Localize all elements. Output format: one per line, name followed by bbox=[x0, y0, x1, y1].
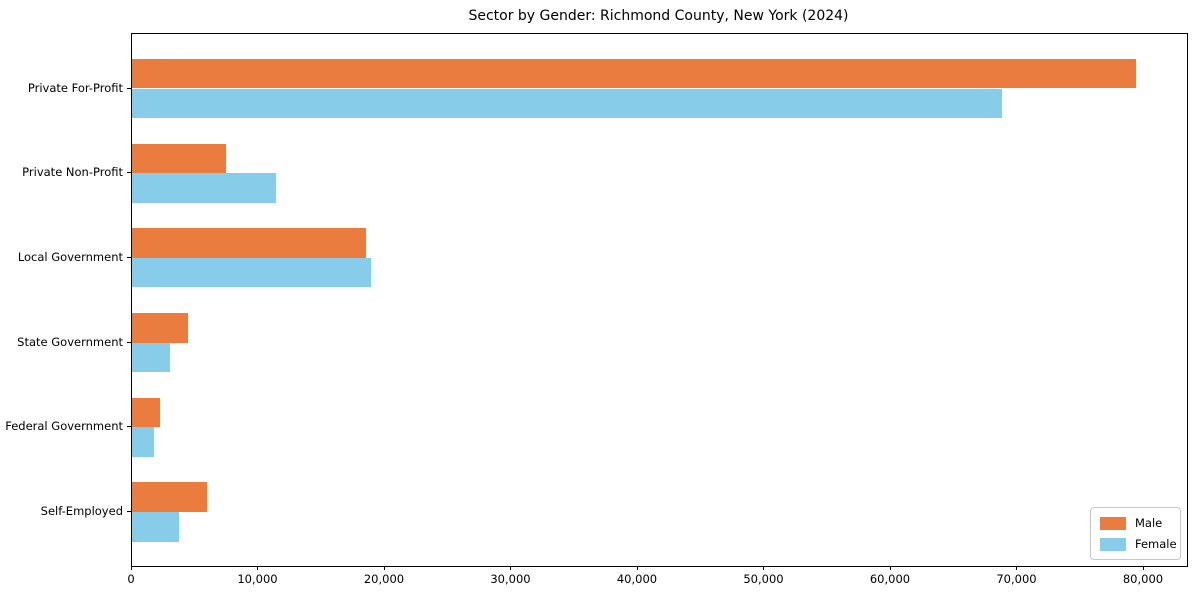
bar-female-local-government bbox=[132, 257, 372, 288]
x-tick-60000 bbox=[889, 566, 891, 570]
bar-male-private-non-profit bbox=[132, 143, 226, 174]
x-tick-label-60000: 60,000 bbox=[869, 572, 911, 586]
bar-female-private-for-profit bbox=[132, 88, 1003, 119]
x-tick-label-10000: 10,000 bbox=[237, 572, 278, 586]
y-axis-label-private-for-profit: Private For-Profit bbox=[27, 80, 123, 95]
plot-area bbox=[131, 33, 1188, 567]
legend-item-male: Male bbox=[1100, 515, 1171, 531]
x-tick-label-50000: 50,000 bbox=[743, 572, 784, 586]
legend-label-female: Female bbox=[1135, 537, 1177, 551]
x-tick-label-80000: 80,000 bbox=[1122, 572, 1164, 586]
y-axis-label-self-employed: Self-Employed bbox=[40, 504, 123, 518]
y-tick-private-non-profit bbox=[127, 172, 131, 174]
bar-female-federal-government bbox=[132, 427, 154, 457]
bar-male-federal-government bbox=[132, 397, 160, 428]
x-tick-10000 bbox=[257, 566, 259, 570]
x-tick-label-70000: 70,000 bbox=[996, 572, 1037, 586]
x-tick-70000 bbox=[1016, 566, 1018, 570]
y-tick-local-government bbox=[127, 256, 131, 258]
y-tick-federal-government bbox=[127, 426, 131, 428]
legend-swatch-female bbox=[1100, 537, 1126, 551]
x-tick-label-20000: 20,000 bbox=[363, 572, 405, 586]
y-tick-state-government bbox=[127, 341, 131, 343]
bar-male-state-government bbox=[132, 313, 188, 343]
chart-title: Sector by Gender: Richmond County, New Y… bbox=[468, 8, 849, 24]
x-tick-50000 bbox=[763, 566, 765, 570]
bar-female-private-non-profit bbox=[132, 173, 277, 203]
x-tick-0 bbox=[131, 566, 132, 570]
legend: Male Female bbox=[1090, 507, 1181, 560]
x-tick-label-0: 0 bbox=[127, 572, 135, 586]
bar-female-self-employed bbox=[132, 512, 179, 542]
legend-label-male: Male bbox=[1135, 516, 1163, 530]
y-axis-label-local-government: Local Government bbox=[17, 249, 123, 264]
bar-male-self-employed bbox=[132, 482, 207, 512]
y-tick-self-employed bbox=[127, 511, 131, 512]
legend-item-female: Female bbox=[1100, 536, 1177, 552]
y-axis-label-federal-government: Federal Government bbox=[5, 419, 123, 434]
x-tick-label-40000: 40,000 bbox=[616, 572, 658, 586]
bar-female-state-government bbox=[132, 342, 170, 373]
legend-swatch-male bbox=[1100, 516, 1126, 530]
x-tick-20000 bbox=[383, 566, 385, 570]
y-tick-private-for-profit bbox=[127, 87, 131, 89]
x-tick-40000 bbox=[636, 566, 638, 570]
y-axis-label-private-non-profit: Private Non-Profit bbox=[22, 165, 123, 180]
x-tick-label-30000: 30,000 bbox=[490, 572, 531, 586]
x-tick-80000 bbox=[1142, 566, 1144, 570]
bar-male-local-government bbox=[132, 228, 367, 258]
bar-male-private-for-profit bbox=[132, 58, 1137, 89]
x-tick-30000 bbox=[510, 566, 512, 570]
y-axis-label-state-government: State Government bbox=[17, 334, 123, 349]
